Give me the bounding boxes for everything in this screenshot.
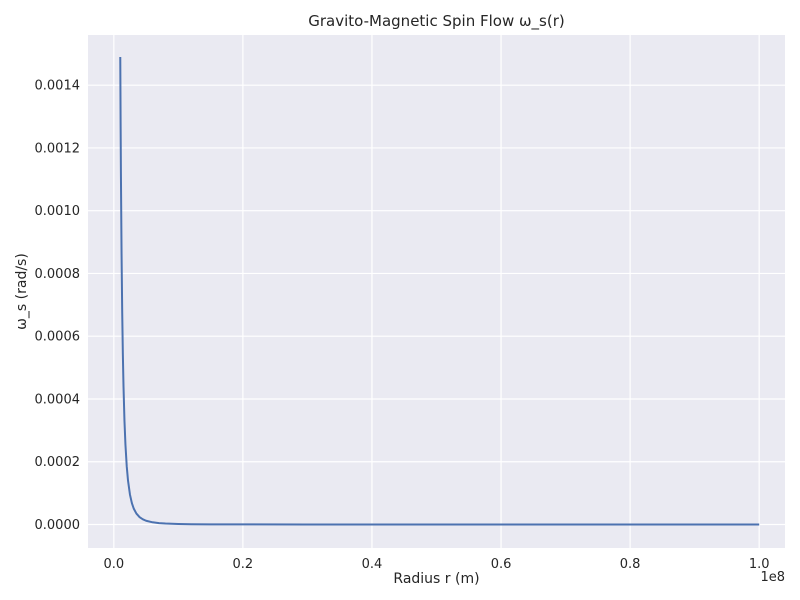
y-tick-label: 0.0006 — [35, 330, 81, 345]
x-tick-label: 0.8 — [620, 557, 641, 572]
y-tick-label: 0.0010 — [35, 204, 81, 219]
series-layer — [119, 56, 760, 526]
x-tick-label: 0.4 — [362, 557, 383, 572]
grid — [88, 35, 785, 548]
x-tick-label: 0.0 — [103, 557, 124, 572]
x-tick-label: 0.2 — [233, 557, 254, 572]
y-tick-label: 0.0002 — [35, 455, 81, 470]
series-line-0 — [119, 56, 760, 526]
x-offset-label: 1e8 — [760, 570, 785, 585]
y-tick-label: 0.0012 — [35, 141, 81, 156]
y-tick-label: 0.0008 — [35, 267, 81, 282]
y-tick-label: 0.0014 — [35, 79, 81, 94]
x-tick-label: 1.0 — [749, 557, 770, 572]
chart-title: Gravito-Magnetic Spin Flow ω_s(r) — [308, 12, 564, 31]
x-ticks: 0.0 0.2 0.4 0.6 0.8 1.0 — [103, 557, 769, 572]
x-tick-label: 0.6 — [491, 557, 512, 572]
y-axis-label: ω_s (rad/s) — [14, 253, 30, 330]
x-axis-label: Radius r (m) — [393, 571, 479, 587]
y-tick-label: 0.0000 — [35, 518, 81, 533]
plot-area — [88, 35, 785, 548]
y-tick-label: 0.0004 — [35, 392, 81, 407]
y-ticks: 0.0000 0.0002 0.0004 0.0006 0.0008 0.0010 0.00… — [35, 79, 81, 533]
